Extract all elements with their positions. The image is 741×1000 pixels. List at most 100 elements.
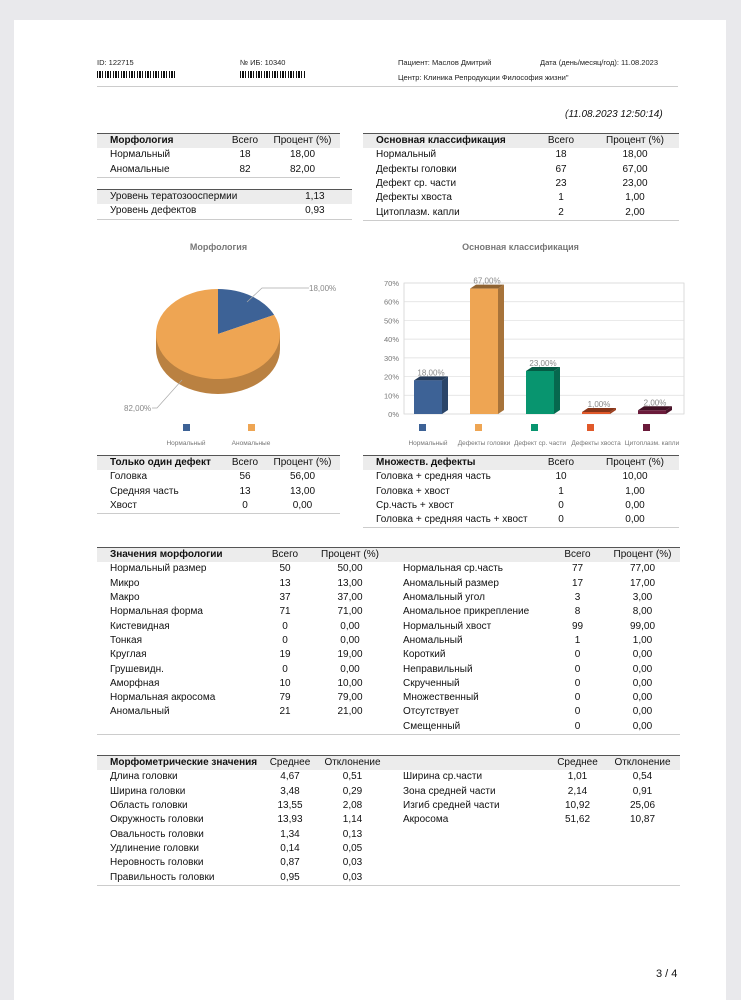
data-label: 18,00% — [417, 368, 444, 377]
row-label: Аномальный размер — [403, 577, 499, 589]
cell-value: 1,14 — [342, 814, 363, 826]
row-label: Круглая — [110, 649, 147, 661]
y-tick-label: 10% — [384, 391, 399, 400]
row-label: Значения морфологии — [97, 547, 260, 563]
data-label: 1,00% — [588, 400, 611, 409]
cell-value: 79,00 — [337, 692, 363, 704]
legend-label: Нормальный — [408, 439, 447, 447]
legend-swatch — [587, 424, 594, 431]
report-page: ID: 122715 № ИБ: 10340 Пациент: Маслов Д… — [14, 20, 726, 1000]
data-label: 2,00% — [644, 398, 667, 407]
cell-value: 18,00 — [289, 149, 316, 161]
row-label: Дефекты головки — [376, 163, 457, 175]
legend-label: Дефекты хвоста — [571, 440, 621, 447]
cell-value — [605, 856, 680, 870]
table-morph: Морфология Всего Процент (%) Нормальный 18 18… — [97, 133, 340, 178]
table-row: Нормальный размер 50 50,00 Нормальная ср.ча… — [97, 562, 680, 576]
cell-value: 1 — [558, 192, 564, 204]
bar — [470, 288, 498, 414]
cell-value: 71,00 — [337, 606, 363, 618]
bar — [582, 412, 610, 414]
table-main: Основная классификация Всего Процент (%) Но… — [363, 133, 679, 221]
table-multi: Множеств. дефекты Всего Процент (%) Головка… — [363, 455, 679, 529]
row-label: Головка + средняя часть + хвост — [363, 513, 531, 529]
row-label: Нормальный хвост — [403, 620, 492, 632]
row-label: Правильность головки — [97, 870, 265, 886]
row-label: Головка + хвост — [376, 485, 450, 497]
table-row: Кистевидная 0 0,00 Нормальный хвост 99 99,00 — [97, 619, 680, 633]
row-label: Дефекты хвоста — [376, 192, 452, 204]
cell-value: 4,67 — [280, 771, 300, 783]
row-label: Длина головки — [110, 771, 178, 783]
cell-value: Всего — [260, 547, 310, 563]
table-row: Цитоплазм. капли 2 2,00 — [363, 205, 679, 221]
cell-value: 0,00 — [632, 692, 653, 704]
row-label: Аномальные — [97, 162, 225, 178]
row-label: Аномальный угол — [403, 592, 485, 604]
patient-name: Пациент: Маслов Дмитрий — [398, 58, 492, 67]
row-label: Короткий — [403, 649, 446, 661]
bar-side — [442, 376, 448, 414]
cell-value: Отклонение — [315, 755, 390, 771]
row-label — [97, 719, 260, 735]
cell-value: 13,00 — [289, 485, 316, 497]
table-row: Аморфная 10 10,00 Скрученный 0 0,00 — [97, 677, 680, 691]
table-header: Значения морфологии Всего Процент (%) Всего… — [97, 547, 680, 563]
row-label: Ширина ср.части — [403, 771, 483, 783]
row-label: Зона средней части — [403, 785, 496, 797]
cell-value: Всего — [550, 547, 605, 563]
table-row: Средняя часть 13 13,00 — [97, 485, 340, 499]
row-label: Хвост — [97, 498, 225, 515]
cell-value: 1,00 — [632, 634, 653, 646]
cell-value: 0 — [574, 706, 581, 718]
table-row: Тонкая 0 0,00 Аномальный 1 1,00 — [97, 634, 680, 648]
table-single: Только один дефект Всего Процент (%) Головк… — [97, 455, 340, 515]
y-tick-label: 70% — [384, 279, 399, 288]
table-row: Дефекты головки 67 67,00 — [363, 163, 679, 177]
cell-value: 82,00 — [265, 162, 340, 178]
table-row: Уровень дефектов 0,93 — [97, 204, 353, 220]
bar — [638, 410, 666, 414]
cell-value: 0 — [558, 500, 564, 512]
cell-value — [550, 827, 605, 841]
cell-value — [310, 719, 390, 735]
report-date: Дата (день/месяц/год): 11.08.2023 — [540, 58, 658, 67]
cell-value: 13 — [239, 485, 251, 497]
cell-value: 0 — [550, 719, 605, 735]
data-label: 67,00% — [473, 277, 500, 286]
leader-line — [246, 287, 309, 303]
cell-value: 0 — [225, 498, 265, 515]
row-label: Морфология — [97, 133, 225, 149]
cell-value: 1,34 — [280, 828, 300, 840]
cell-value: 0,03 — [315, 870, 390, 886]
row-label: Удлинение головки — [110, 842, 199, 854]
row-label: Нормальная ср.часть — [403, 563, 504, 575]
legend-label: Дефект ср. части — [514, 440, 566, 447]
row-label: Аномальное прикрепление — [403, 606, 530, 618]
table-row: Ср.часть + хвост 0 0,00 — [363, 499, 679, 513]
cell-value: 10,92 — [564, 800, 591, 812]
row-label — [390, 827, 550, 841]
cell-value — [605, 870, 680, 886]
y-tick-label: 20% — [384, 373, 399, 382]
timestamp: (11.08.2023 12:50:14) — [565, 109, 663, 120]
table-row: Грушевидн. 0 0,00 Неправильный 0 0,00 — [97, 662, 680, 676]
row-label: Аморфная — [110, 677, 160, 689]
bar-top — [638, 406, 672, 411]
row-label: Основная классификация — [363, 133, 531, 149]
cell-value — [237, 204, 278, 220]
table-row: Уровень тератозооспермии 1,13 — [97, 189, 353, 205]
y-tick-label: 40% — [384, 335, 399, 344]
cell-value: 21,00 — [337, 706, 363, 718]
table-row: Удлинение головки 0,14 0,05 — [97, 842, 680, 856]
cell-value: Всего — [225, 133, 265, 149]
row-label: Изгиб средней части — [403, 800, 500, 812]
cell-value: 99 — [571, 620, 584, 632]
legend-label: Нормальный — [166, 439, 205, 447]
legend-swatch — [419, 424, 426, 431]
cell-value: 0 — [574, 649, 581, 661]
table-row: Нормальный 18 18,00 — [363, 148, 679, 162]
row-label: Уровень дефектов — [97, 204, 238, 220]
data-label: 23,00% — [529, 359, 556, 368]
cell-value: 56 — [239, 471, 251, 483]
